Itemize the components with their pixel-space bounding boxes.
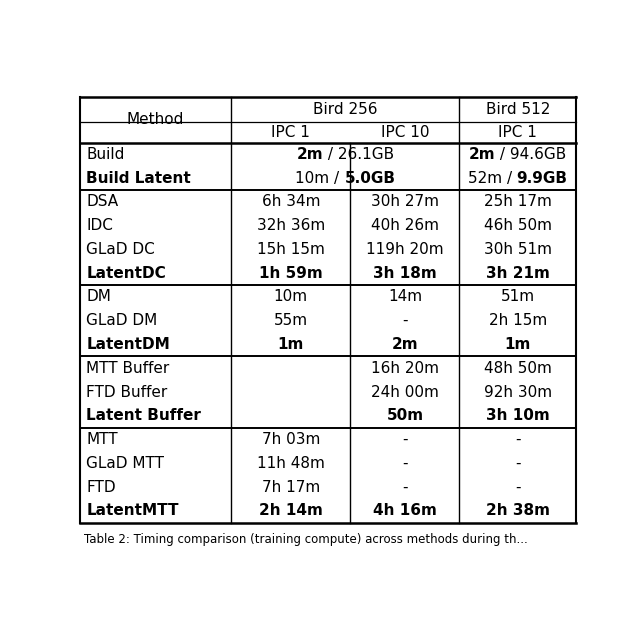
Text: -: -	[402, 480, 408, 494]
Text: -: -	[402, 313, 408, 328]
Text: 7h 03m: 7h 03m	[262, 432, 320, 447]
Text: / 94.6GB: / 94.6GB	[495, 147, 566, 162]
Text: 2h 14m: 2h 14m	[259, 503, 323, 518]
Text: 32h 36m: 32h 36m	[257, 218, 325, 233]
Text: Bird 256: Bird 256	[313, 102, 378, 117]
Text: 9.9GB: 9.9GB	[516, 171, 568, 186]
Text: 2h 15m: 2h 15m	[488, 313, 547, 328]
Text: 7h 17m: 7h 17m	[262, 480, 320, 494]
Text: 14m: 14m	[388, 290, 422, 305]
Text: 1h 59m: 1h 59m	[259, 266, 323, 281]
Text: LatentMTT: LatentMTT	[86, 503, 179, 518]
Text: 6h 34m: 6h 34m	[262, 195, 320, 210]
Text: 1m: 1m	[504, 337, 531, 352]
Text: -: -	[515, 480, 520, 494]
Text: -: -	[402, 432, 408, 447]
Text: 48h 50m: 48h 50m	[484, 360, 552, 376]
Text: 4h 16m: 4h 16m	[373, 503, 437, 518]
Text: Method: Method	[127, 112, 184, 127]
Text: 46h 50m: 46h 50m	[484, 218, 552, 233]
Text: 10m /: 10m /	[296, 171, 344, 186]
Text: 2m: 2m	[296, 147, 323, 162]
Text: Build: Build	[86, 147, 125, 162]
Text: 3h 10m: 3h 10m	[486, 408, 550, 423]
Text: 11h 48m: 11h 48m	[257, 456, 324, 471]
Text: GLaD DC: GLaD DC	[86, 242, 155, 257]
Text: / 26.1GB: / 26.1GB	[323, 147, 394, 162]
Text: -: -	[515, 456, 520, 471]
Text: GLaD MTT: GLaD MTT	[86, 456, 164, 471]
Text: 40h 26m: 40h 26m	[371, 218, 439, 233]
Text: 92h 30m: 92h 30m	[484, 384, 552, 399]
Text: 24h 00m: 24h 00m	[371, 384, 439, 399]
Text: 3h 18m: 3h 18m	[373, 266, 436, 281]
Text: IPC 1: IPC 1	[499, 125, 537, 140]
Text: 16h 20m: 16h 20m	[371, 360, 439, 376]
Text: 10m: 10m	[274, 290, 308, 305]
Text: 25h 17m: 25h 17m	[484, 195, 552, 210]
Text: 2h 38m: 2h 38m	[486, 503, 550, 518]
Text: 2m: 2m	[468, 147, 495, 162]
Text: 2m: 2m	[392, 337, 418, 352]
Text: MTT: MTT	[86, 432, 118, 447]
Text: FTD: FTD	[86, 480, 116, 494]
Text: Build Latent: Build Latent	[86, 171, 191, 186]
Text: 3h 21m: 3h 21m	[486, 266, 550, 281]
Text: -: -	[515, 432, 520, 447]
Text: Latent Buffer: Latent Buffer	[86, 408, 202, 423]
Text: 30h 27m: 30h 27m	[371, 195, 439, 210]
Text: IDC: IDC	[86, 218, 113, 233]
Text: MTT Buffer: MTT Buffer	[86, 360, 170, 376]
Text: 1m: 1m	[278, 337, 304, 352]
Text: Table 2: Timing comparison (training compute) across methods during th...: Table 2: Timing comparison (training com…	[84, 533, 528, 546]
Text: GLaD DM: GLaD DM	[86, 313, 157, 328]
Text: LatentDC: LatentDC	[86, 266, 166, 281]
Text: FTD Buffer: FTD Buffer	[86, 384, 168, 399]
Text: DSA: DSA	[86, 195, 118, 210]
Text: 55m: 55m	[274, 313, 308, 328]
Text: 15h 15m: 15h 15m	[257, 242, 324, 257]
Text: 51m: 51m	[500, 290, 535, 305]
Text: 52m /: 52m /	[468, 171, 516, 186]
Text: Bird 512: Bird 512	[486, 102, 550, 117]
Text: IPC 1: IPC 1	[271, 125, 310, 140]
Text: DM: DM	[86, 290, 111, 305]
Text: 30h 51m: 30h 51m	[484, 242, 552, 257]
Text: -: -	[402, 456, 408, 471]
Text: LatentDM: LatentDM	[86, 337, 170, 352]
Text: 50m: 50m	[387, 408, 424, 423]
Text: 119h 20m: 119h 20m	[366, 242, 444, 257]
Text: IPC 10: IPC 10	[381, 125, 429, 140]
Text: 5.0GB: 5.0GB	[344, 171, 396, 186]
